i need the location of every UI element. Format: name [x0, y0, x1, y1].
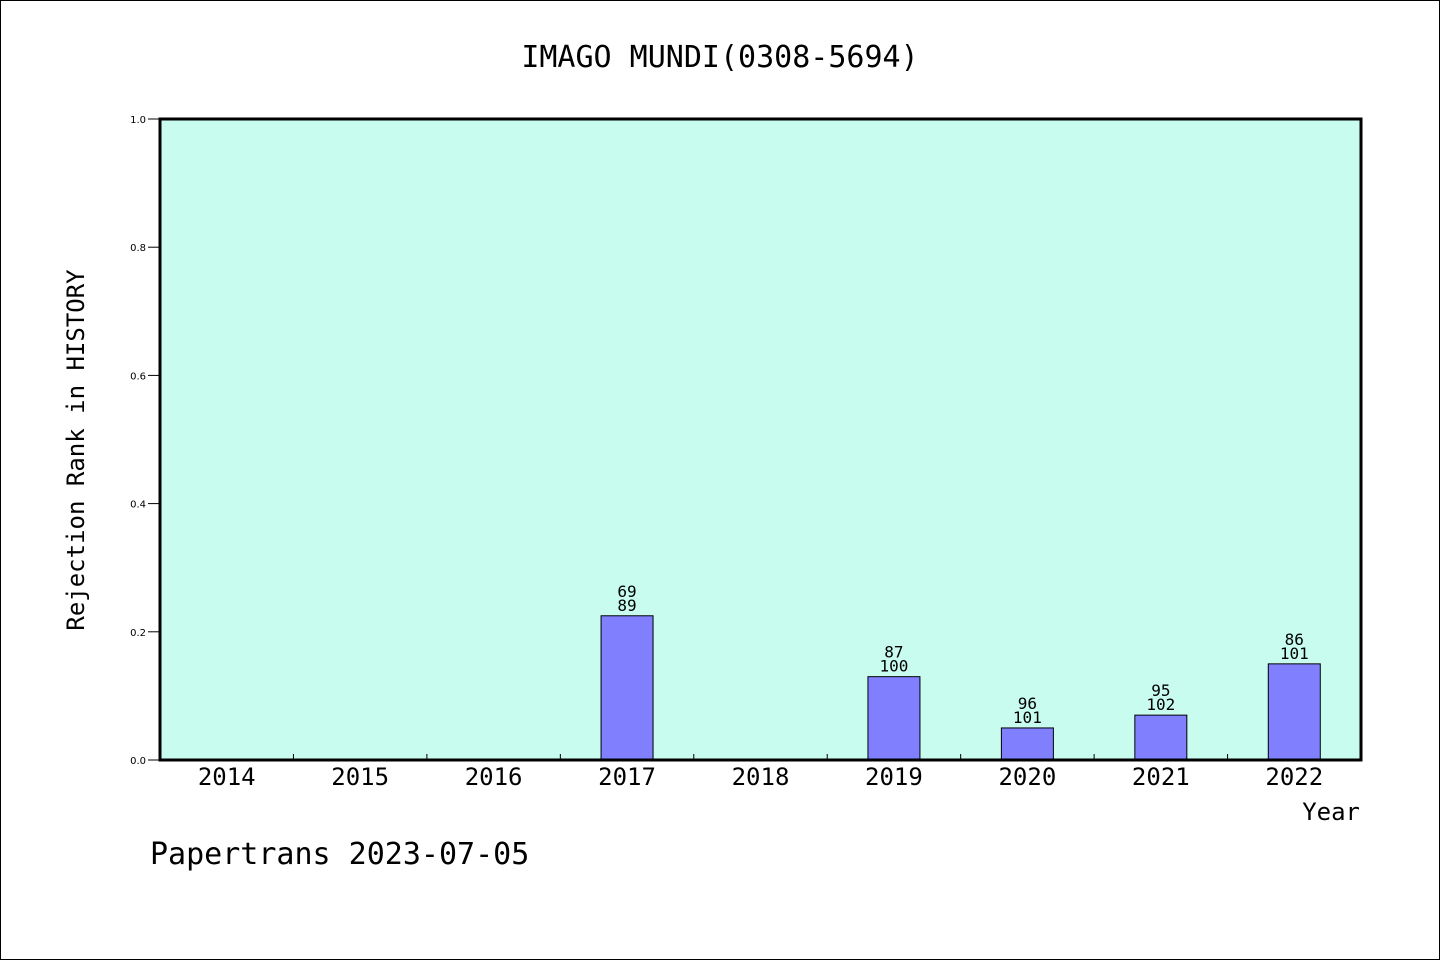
x-axis-label: Year [1302, 798, 1360, 826]
x-tick-label-2020: 2020 [998, 763, 1056, 791]
y-tick-label-0.6: 0.6 [130, 371, 146, 382]
bar-label-top-2020: 96 [1018, 694, 1037, 713]
bar-label-top-2021: 95 [1151, 681, 1170, 700]
x-tick-label-2022: 2022 [1265, 763, 1323, 791]
x-tick-label-2021: 2021 [1132, 763, 1190, 791]
bar-label-bottom-2021: 102 [1146, 695, 1175, 714]
bar-label-bottom-2017: 89 [617, 596, 636, 615]
bar-label-bottom-2019: 100 [879, 657, 908, 676]
y-tick-label-0.0: 0.0 [130, 756, 146, 767]
bar-2022 [1267, 663, 1321, 761]
y-tick-label-0.2: 0.2 [130, 628, 146, 639]
plot-area [160, 119, 1361, 760]
bar-2020 [1000, 727, 1054, 761]
x-tick-label-2019: 2019 [865, 763, 923, 791]
bar-label-bottom-2020: 101 [1013, 708, 1042, 727]
y-tick-label-0.8: 0.8 [130, 243, 146, 254]
x-tick-label-2014: 2014 [198, 763, 256, 791]
chart-title: IMAGO MUNDI(0308-5694) [521, 40, 918, 75]
x-tick-label-2016: 2016 [465, 763, 523, 791]
x-tick-label-2015: 2015 [331, 763, 389, 791]
bar-2019 [867, 676, 921, 761]
y-axis-label: Rejection Rank in HISTORY [62, 269, 90, 631]
plot-border [158, 117, 1363, 762]
bar-2021 [1134, 714, 1188, 761]
x-tick-label-2018: 2018 [732, 763, 790, 791]
y-tick-label-0.4: 0.4 [130, 500, 146, 511]
bar-2017 [600, 615, 654, 761]
bar-label-bottom-2022: 101 [1280, 644, 1309, 663]
bar-label-top-2017: 69 [617, 582, 636, 601]
x-tick-label-2017: 2017 [598, 763, 656, 791]
bar-label-top-2019: 87 [884, 643, 903, 662]
footer-credit: Papertrans 2023-07-05 [150, 837, 529, 872]
bar-label-top-2022: 86 [1285, 630, 1304, 649]
y-tick-label-1.0: 1.0 [130, 115, 146, 126]
